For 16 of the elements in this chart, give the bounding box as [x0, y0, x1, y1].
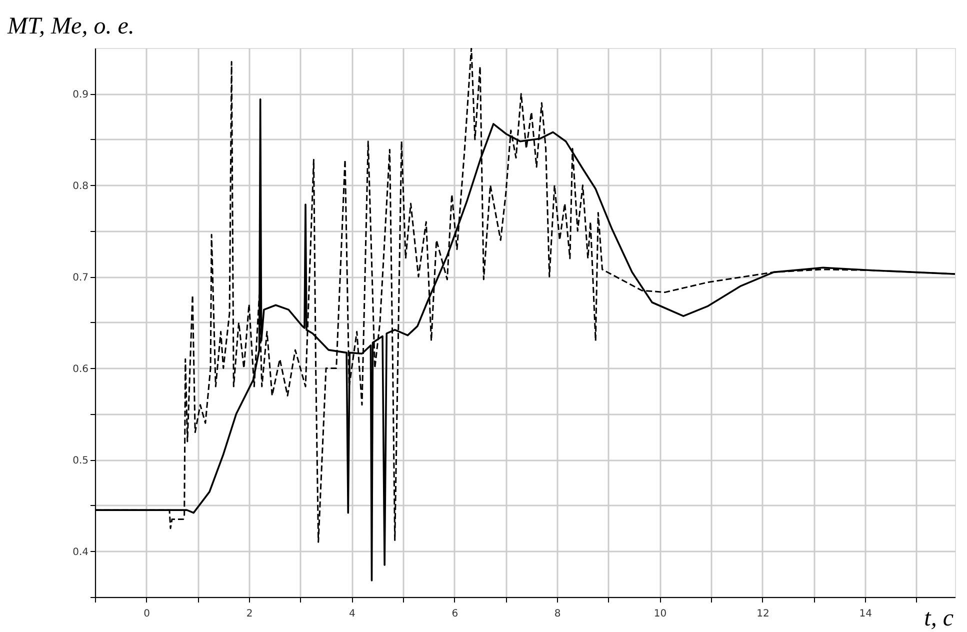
y-tick-label: 0.9	[72, 89, 88, 100]
x-tick-label: 12	[756, 608, 770, 620]
x-tick-label: 14	[859, 608, 872, 620]
x-tick-label: 10	[654, 608, 667, 620]
x-tick-label: 6	[452, 608, 458, 620]
y-tick-label: 0.7	[72, 272, 88, 284]
y-tick-label: 0.8	[72, 180, 88, 192]
y-tick-label: 0.5	[72, 455, 88, 466]
y-tick-label: 0.6	[72, 364, 88, 375]
x-tick-label: 4	[349, 608, 356, 620]
x-axis-title: t, с	[924, 606, 954, 632]
x-tick-label: 8	[554, 608, 561, 620]
x-tick-label: 0	[144, 608, 150, 620]
y-axis-title: MT, Me, о. е.	[6, 14, 134, 40]
y-tick-label: 0.4	[72, 546, 88, 558]
x-tick-label: 2	[246, 608, 253, 620]
